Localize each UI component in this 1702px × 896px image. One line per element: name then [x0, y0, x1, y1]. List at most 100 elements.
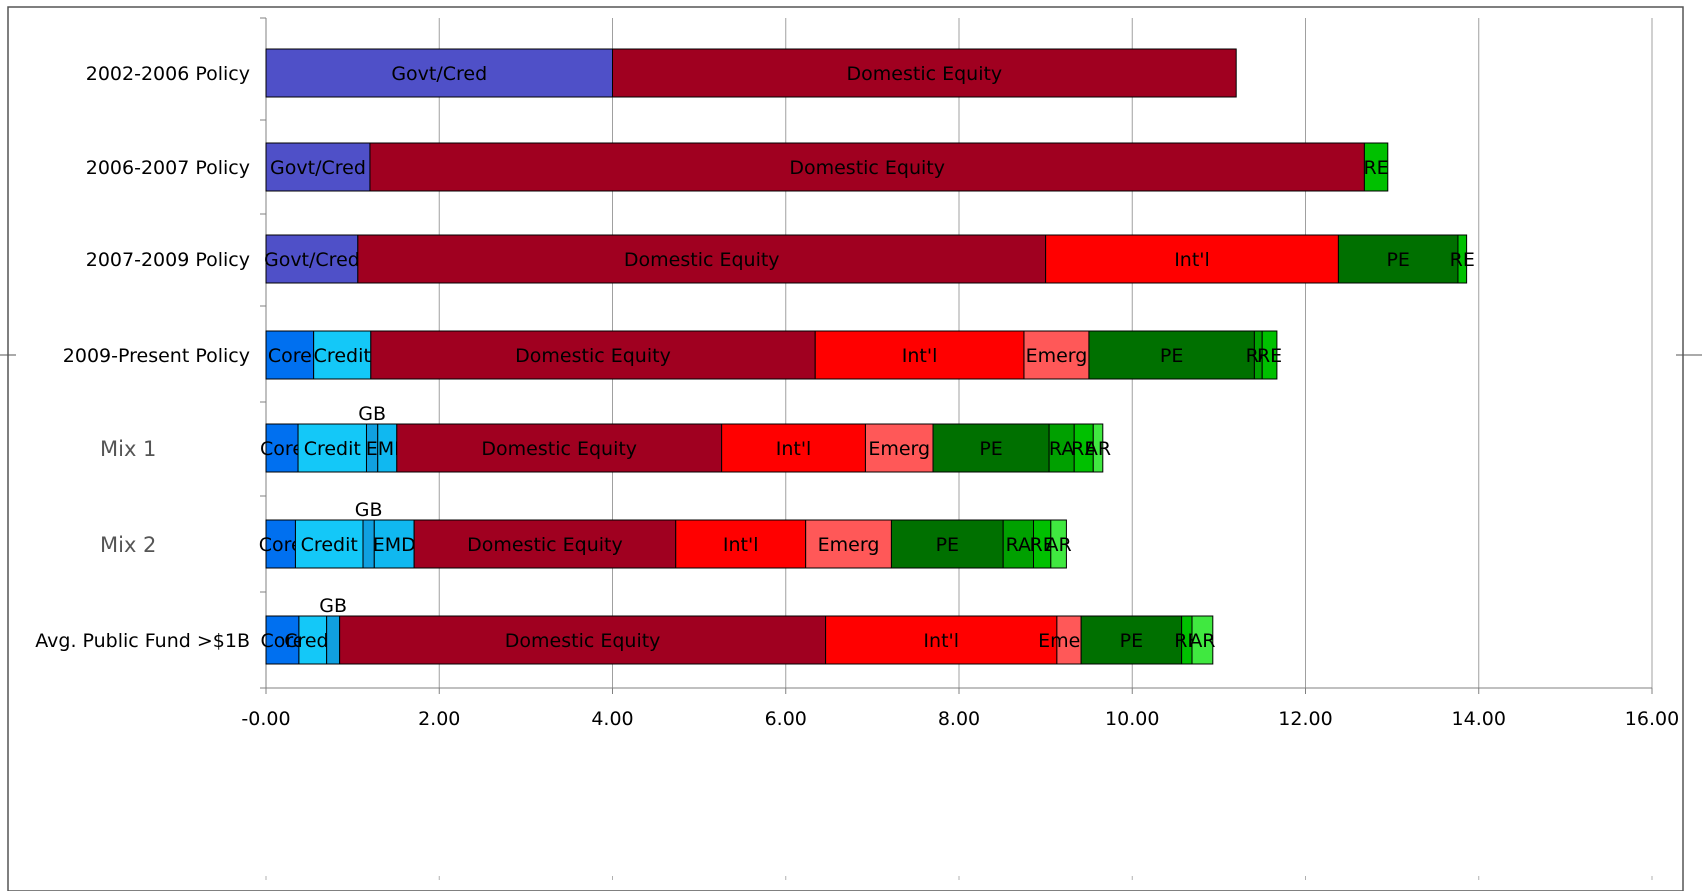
bar-segment-domestic-equity: [339, 615, 827, 665]
bar-segment-label: GB: [358, 403, 386, 425]
bar-segment-label: Govt/Cred: [391, 63, 487, 85]
bar-segment-label: Core: [259, 534, 303, 556]
bar-segment-emerg: [1023, 330, 1090, 380]
bar-segment-core: [265, 423, 299, 473]
bar-segment-label: RE: [1071, 438, 1096, 460]
bar-segment-label: Domestic Equity: [515, 345, 671, 367]
bar-segment-gb: [326, 615, 341, 665]
bar-segment-label: Domestic Equity: [481, 438, 637, 460]
bar-segment-core: [265, 330, 315, 380]
bar-segment-label: EMD: [373, 534, 416, 556]
x-tick-label: 14.00: [1452, 708, 1506, 730]
bar-segment-pe: [1080, 615, 1183, 665]
bar-segment-label: RE: [1030, 534, 1055, 556]
bar-segment-label: PE: [1160, 345, 1183, 367]
bar-segment-pe: [932, 423, 1050, 473]
bar-segment-domestic-equity: [369, 142, 1365, 192]
bar-segment-ar: [1191, 615, 1214, 665]
bar-segment-label: GB: [355, 499, 383, 521]
category-label: Mix 1: [100, 437, 156, 461]
x-tick-label: 10.00: [1105, 708, 1159, 730]
bar-segment-label: AR: [1046, 534, 1072, 556]
bar-segment-re: [1363, 142, 1389, 192]
bar-segment-label: Domestic Equity: [847, 63, 1003, 85]
bar-segment-label: Int'l: [1174, 249, 1210, 271]
bar-segment-int-l: [814, 330, 1025, 380]
bar-segment-label: Govt/Cred: [264, 249, 360, 271]
bar-segment-label: Govt/Cred: [270, 157, 366, 179]
bar-segment-ar: [1050, 519, 1067, 569]
bar-segment-label: Emerg: [868, 438, 930, 460]
bar-segment-pe: [890, 519, 1004, 569]
bar-segment-label: PE: [1120, 630, 1143, 652]
bar-segment-label: Int'l: [923, 630, 959, 652]
bar-segment-domestic-equity: [612, 48, 1237, 98]
bar-segment-label: Core: [260, 438, 304, 460]
bar-segment-int-l: [721, 423, 866, 473]
bar-segment-label: Core: [268, 345, 312, 367]
bar-segment-label: Int'l: [902, 345, 938, 367]
x-tick-label: 4.00: [591, 708, 633, 730]
category-label: 2006-2007 Policy: [86, 157, 250, 179]
category-label: 2009-Present Policy: [63, 345, 250, 367]
bar-segment-ar: [1092, 423, 1104, 473]
bar-segment-label: Domestic Equity: [624, 249, 780, 271]
bar-segment-label: Credit: [304, 438, 361, 460]
bar-segment-credit: [298, 615, 328, 665]
x-tick-label: -0.00: [241, 708, 290, 730]
bar-segment-core: [265, 519, 296, 569]
bar-segment-int-l: [1045, 234, 1339, 284]
bar-segment-domestic-equity: [370, 330, 816, 380]
x-tick-label: 6.00: [765, 708, 807, 730]
bar-segment-ra: [1002, 519, 1034, 569]
bar-segment-label: RE: [1257, 345, 1282, 367]
bar-segment-domestic-equity: [413, 519, 677, 569]
bar-segment-label: Core: [260, 630, 304, 652]
bar-segment-credit: [313, 330, 372, 380]
x-tick-label: 16.00: [1625, 708, 1679, 730]
bar-segment-label: AR: [1189, 630, 1215, 652]
bar-segment-govt-cred: [265, 142, 371, 192]
category-label: 2007-2009 Policy: [86, 249, 250, 271]
bar-segment-label: Emerg: [1026, 345, 1088, 367]
bar-segment-pe: [1337, 234, 1459, 284]
bar-segment-emerg: [805, 519, 892, 569]
bar-segment-pe: [1088, 330, 1255, 380]
bar-segment-int-l: [825, 615, 1058, 665]
bar-segment-label: Credit: [314, 345, 371, 367]
bar-segment-domestic-equity: [396, 423, 723, 473]
bar-segment-int-l: [675, 519, 807, 569]
bar-segment-credit: [297, 423, 367, 473]
bar-segment-label: Int'l: [723, 534, 759, 556]
bar-segment-label: Domestic Equity: [467, 534, 623, 556]
x-tick-labels: -0.00 2.00 4.00 6.00 8.00 10.00 12.00 14.00 16.0…: [241, 708, 1679, 730]
bar-segment-label: RA: [1049, 438, 1074, 460]
bar-segment-label: Domestic Equity: [789, 157, 945, 179]
bar-segment-credit: [294, 519, 364, 569]
bar-segment-domestic-equity: [357, 234, 1047, 284]
bar-segment-re: [1261, 330, 1278, 380]
bar-segment-label: PE: [979, 438, 1002, 460]
x-tick-label: 8.00: [938, 708, 980, 730]
bar-segment-label: Domestic Equity: [505, 630, 661, 652]
bar-segment-label: RA: [1006, 534, 1031, 556]
bar-segment-label: GB: [319, 595, 347, 617]
bar-segment-emd: [373, 519, 415, 569]
bar-segment-label: Credit: [301, 534, 358, 556]
x-tick-label: 2.00: [418, 708, 460, 730]
bar-segment-label: Int'l: [776, 438, 812, 460]
bar-segment-label: PE: [1386, 249, 1409, 271]
category-label: Mix 2: [100, 533, 156, 557]
category-labels: 2002-2006 Policy 2006-2007 Policy 2007-200…: [35, 63, 250, 652]
x-tick-label: 12.00: [1278, 708, 1332, 730]
bar-segment-label: RE: [1450, 249, 1475, 271]
category-label: 2002-2006 Policy: [86, 63, 250, 85]
bar-segment-label: Emerg: [818, 534, 880, 556]
bar-segment-re: [1457, 234, 1468, 284]
bar-segment-label: AR: [1085, 438, 1111, 460]
bar-segment-label: PE: [936, 534, 959, 556]
bar-segment-label: RE: [1363, 157, 1388, 179]
bars: Govt/Cred Domestic Equity Govt/Cred Domesti…: [259, 48, 1475, 665]
